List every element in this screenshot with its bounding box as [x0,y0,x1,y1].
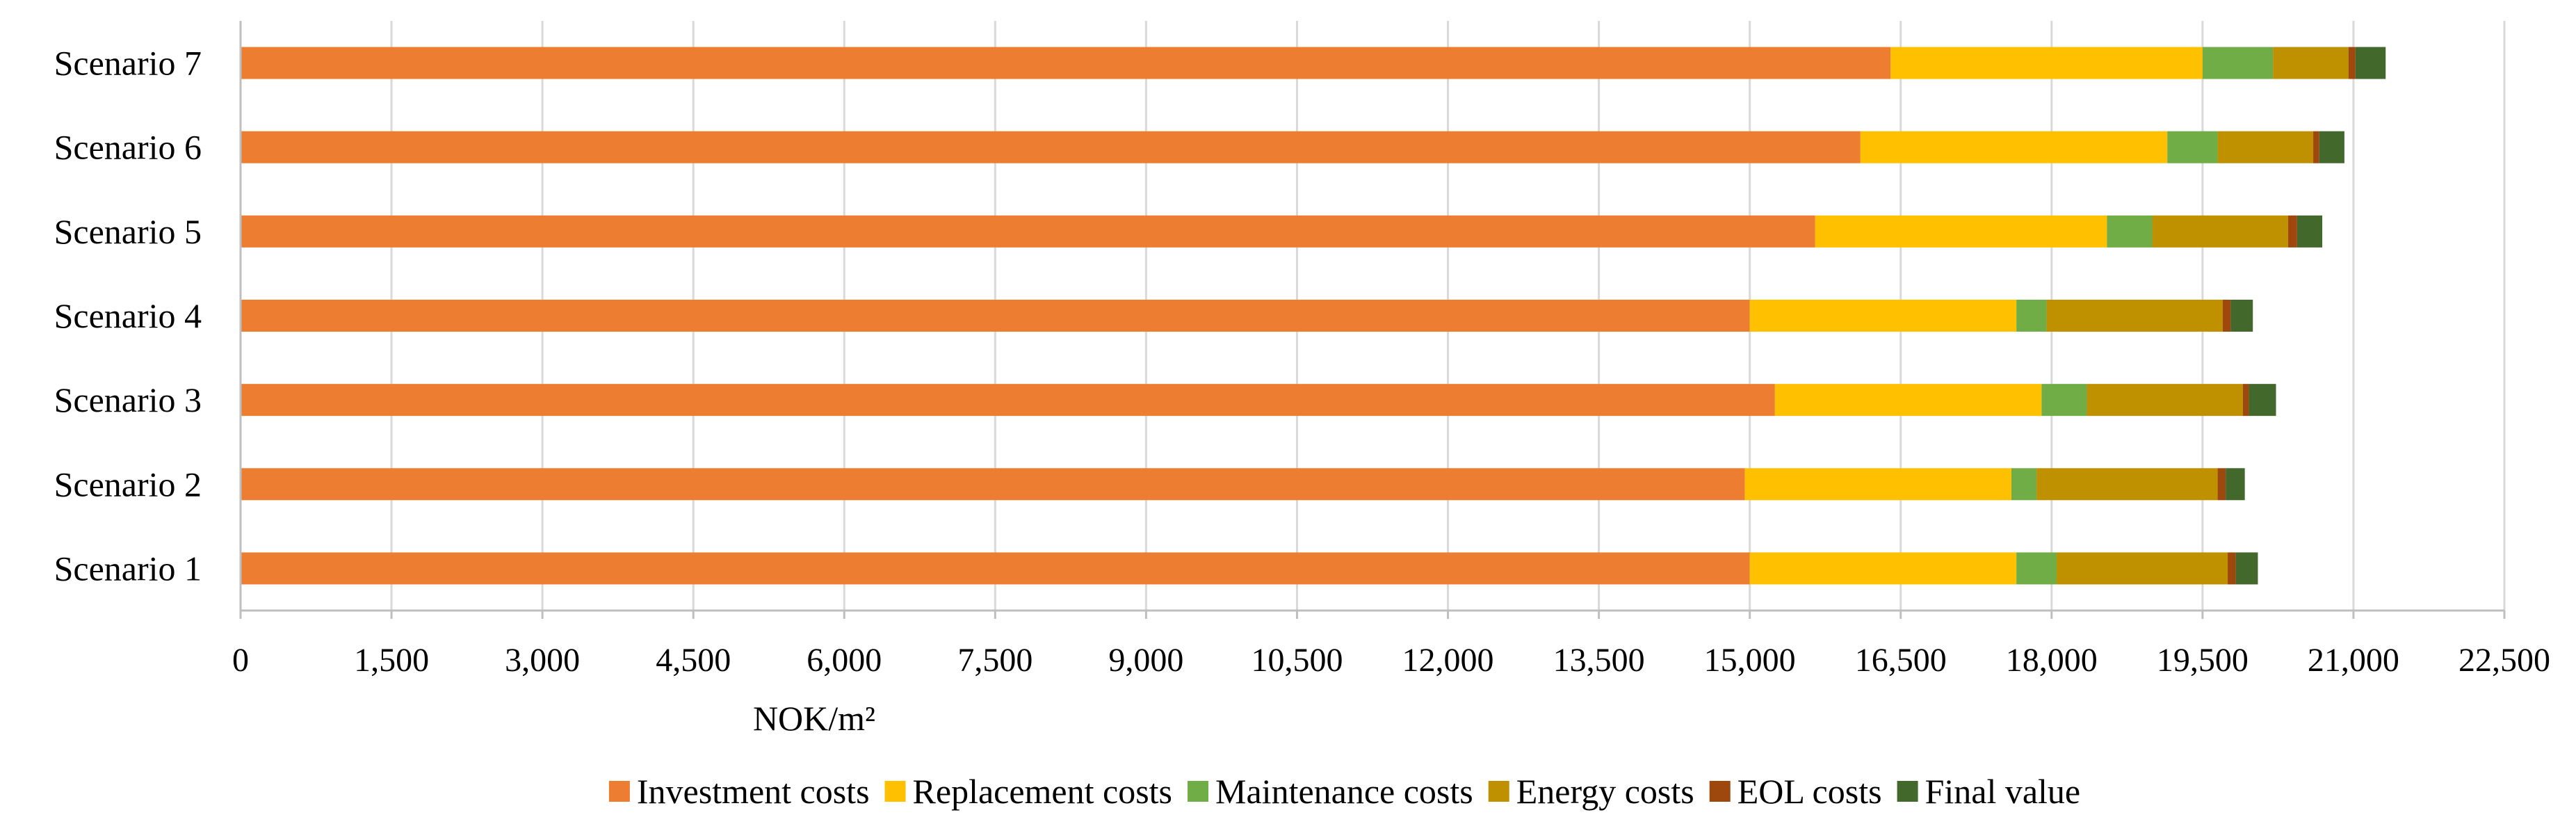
bar-investment-costs [241,47,1891,79]
y-category-label: Scenario 6 [54,128,202,167]
y-category-label: Scenario 3 [54,380,202,419]
bar-replacement-costs [1860,131,2168,163]
bar-energy-costs [2087,384,2243,417]
y-category-label: Scenario 5 [54,212,202,251]
bar-final-value [2249,384,2276,417]
bar-final-value [2230,300,2253,332]
x-tick-label: 9,000 [1108,642,1183,679]
bar-eol-costs [2287,215,2297,248]
bar-investment-costs [241,300,1750,332]
bar-final-value [2235,552,2258,585]
bar-maintenance-costs [2016,300,2047,332]
bar-investment-costs [241,131,1861,163]
axes [239,21,2506,619]
bar-energy-costs [2273,47,2349,79]
bar-eol-costs [2313,131,2319,163]
bar-energy-costs [2036,468,2218,501]
x-tick-label: 3,000 [505,642,580,679]
bar-replacement-costs [1744,468,2011,501]
x-tick-label: 12,000 [1402,642,1494,679]
bar-energy-costs [2217,131,2314,163]
bar-energy-costs [2057,552,2228,585]
x-tick-label: 16,500 [1855,642,1947,679]
x-tick-label: 22,500 [2458,642,2550,679]
bar-replacement-costs [1749,300,2017,332]
legend-label-final-value: Final value [1925,772,2081,811]
bar-energy-costs [2046,300,2223,332]
legend-label-replacement-costs: Replacement costs [913,772,1173,811]
bar-replacement-costs [1749,552,2017,585]
bar-investment-costs [241,552,1750,585]
y-category-label: Scenario 4 [54,296,202,335]
bar-investment-costs [241,215,1815,248]
legend-label-investment-costs: Investment costs [637,772,870,811]
bar-eol-costs [2242,384,2249,417]
x-axis-title: NOK/m² [753,699,875,738]
bars [241,47,2386,585]
bar-investment-costs [241,468,1745,501]
bar-maintenance-costs [2202,47,2274,79]
bar-replacement-costs [1890,47,2203,79]
tick-labels: 0 1,500 3,000 4,500 6,000 7,500 9,000 10,500 12,… [54,44,2550,679]
x-tick-label: 19,500 [2157,642,2249,679]
bar-maintenance-costs [2016,552,2057,585]
bar-final-value [2296,215,2323,248]
bar-maintenance-costs [2167,131,2218,163]
bar-final-value [2319,131,2344,163]
x-tick-label: 21,000 [2308,642,2399,679]
x-tick-label: 18,000 [2006,642,2098,679]
bar-final-value [2226,468,2245,501]
x-tick-label: 15,000 [1704,642,1796,679]
bar-eol-costs [2228,552,2236,585]
bar-eol-costs [2222,300,2231,332]
bar-replacement-costs [1815,215,2107,248]
bar-investment-costs [241,384,1775,417]
x-tick-label: 0 [232,642,249,679]
x-tick-label: 13,500 [1553,642,1645,679]
bar-final-value [2355,47,2386,79]
legend-swatch-maintenance-costs [1188,781,1209,802]
y-category-label: Scenario 2 [54,465,202,503]
bar-energy-costs [2152,215,2288,248]
legend-swatch-energy-costs [1488,781,1509,802]
x-tick-label: 1,500 [354,642,429,679]
legend-swatch-final-value [1897,781,1918,802]
legend-swatch-investment-costs [608,781,630,802]
legend-label-energy-costs: Energy costs [1516,772,1694,811]
legend-swatch-eol-costs [1709,781,1731,802]
legend: Investment costs Replacement costs Mainten… [608,772,2081,811]
bar-maintenance-costs [2041,384,2087,417]
legend-swatch-replacement-costs [884,781,906,802]
bar-eol-costs [2348,47,2356,79]
legend-label-eol-costs: EOL costs [1737,772,1882,811]
x-tick-label: 6,000 [807,642,882,679]
x-tick-label: 4,500 [656,642,731,679]
bar-maintenance-costs [2011,468,2037,501]
bar-eol-costs [2217,468,2226,501]
y-category-label: Scenario 7 [54,44,202,83]
bar-replacement-costs [1774,384,2042,417]
y-category-label: Scenario 1 [54,549,202,588]
x-tick-label: 7,500 [957,642,1032,679]
bar-maintenance-costs [2107,215,2153,248]
x-tick-label: 10,500 [1251,642,1343,679]
legend-label-maintenance-costs: Maintenance costs [1215,772,1473,811]
